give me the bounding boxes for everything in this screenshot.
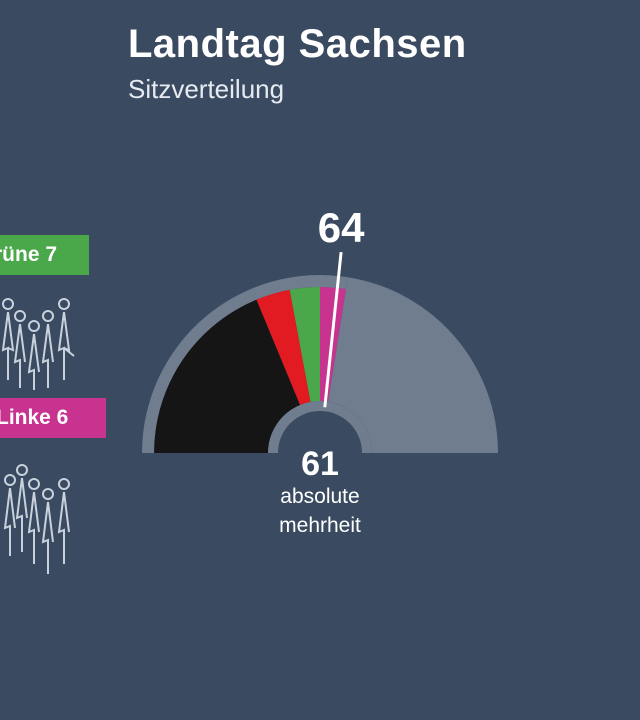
majority-line — [323, 251, 343, 408]
center-caption-line-1: absolute — [280, 485, 359, 508]
seat-arc-1 — [154, 299, 301, 453]
majority-seats-label: 64 — [318, 204, 365, 251]
center-value: 61 — [301, 445, 339, 483]
page-subtitle: Sitzverteilung — [128, 74, 285, 104]
seat-arc-3 — [289, 287, 320, 402]
seat-arc-2 — [256, 289, 311, 405]
page-title: Landtag Sachsen — [128, 22, 467, 66]
seat-arc-4 — [320, 287, 346, 402]
people-icon-group-linke — [3, 464, 70, 574]
people-icon-group-gruene — [1, 298, 75, 390]
badge-linke: Linke 6 — [0, 398, 106, 438]
badge-gruene: rüne 7 — [0, 235, 89, 275]
center-caption-line-2: mehrheit — [279, 514, 361, 537]
seat-arc-5 — [328, 277, 498, 453]
seat-arc-inner-ring — [268, 401, 372, 453]
seat-arcs — [142, 274, 498, 453]
